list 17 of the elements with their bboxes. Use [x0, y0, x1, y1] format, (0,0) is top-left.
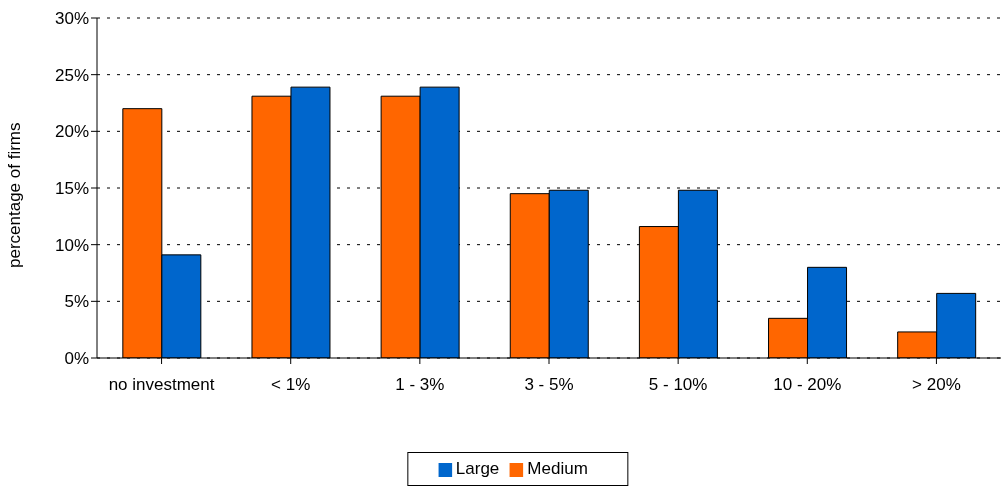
x-tick-label: 10 - 20% [773, 375, 842, 395]
y-tick-label: 5% [64, 292, 89, 312]
legend-label: Large [455, 459, 500, 478]
x-tick-label: 5 - 10% [648, 375, 708, 395]
x-tick-label: no investment [108, 375, 215, 395]
y-axis-title: percentage of firms [5, 122, 25, 268]
y-tick-label: 10% [54, 235, 89, 255]
x-tick-label: 1 - 3% [395, 375, 445, 395]
y-tick-label: 20% [54, 122, 89, 142]
legend-label: Medium [527, 459, 588, 478]
y-tick-label: 15% [54, 179, 89, 199]
y-tick-label: 0% [64, 349, 89, 369]
x-tick-label: > 20% [912, 375, 961, 395]
x-tick-label: < 1% [271, 375, 311, 395]
y-tick-label: 25% [54, 65, 89, 85]
y-tick-label: 30% [54, 9, 89, 29]
x-tick-label: 3 - 5% [524, 375, 574, 395]
